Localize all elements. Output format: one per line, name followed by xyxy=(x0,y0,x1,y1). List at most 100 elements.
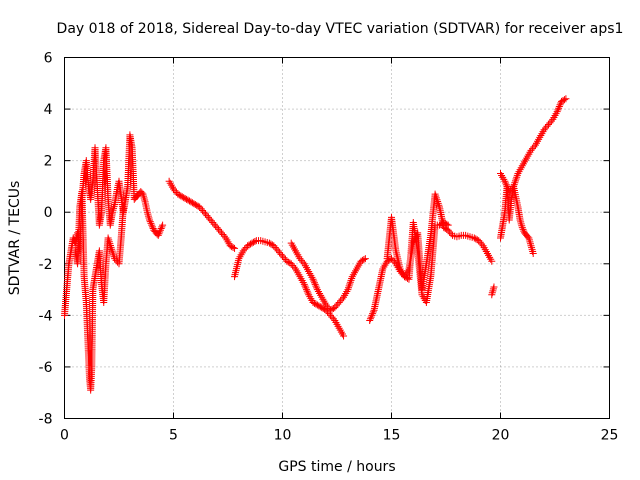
series-seg5 xyxy=(488,283,498,299)
data-point xyxy=(328,305,336,313)
data-point xyxy=(144,212,152,220)
data-point xyxy=(241,245,249,253)
data-point xyxy=(560,96,568,104)
data-point xyxy=(207,217,215,225)
data-point xyxy=(340,332,348,340)
data-point xyxy=(556,101,564,109)
data-point xyxy=(324,303,332,311)
data-point xyxy=(248,239,256,247)
data-point xyxy=(154,231,162,239)
y-tick-label: 4 xyxy=(44,102,53,118)
data-point xyxy=(368,311,376,319)
data-point xyxy=(304,289,312,297)
data-point xyxy=(337,297,345,305)
data-point xyxy=(361,255,369,263)
data-point xyxy=(335,298,343,306)
data-point xyxy=(527,146,535,154)
data-point xyxy=(188,199,196,207)
x-axis-label: GPS time / hours xyxy=(278,459,395,475)
data-point xyxy=(555,104,563,112)
data-point xyxy=(447,230,455,238)
data-point xyxy=(558,97,566,105)
data-point xyxy=(206,215,214,223)
data-point xyxy=(191,200,199,208)
data-point xyxy=(180,194,188,202)
y-tick-label: -4 xyxy=(39,308,53,324)
data-point xyxy=(181,194,189,202)
data-point xyxy=(512,175,520,183)
data-point xyxy=(357,257,365,265)
data-point xyxy=(346,280,354,288)
data-point xyxy=(271,243,279,251)
data-point xyxy=(488,291,496,299)
data-point xyxy=(219,231,227,239)
x-tick-label: 15 xyxy=(383,428,401,444)
data-point xyxy=(155,230,163,238)
data-point xyxy=(212,222,220,230)
x-tick-label: 5 xyxy=(169,428,178,444)
data-point xyxy=(170,185,177,193)
x-tick-label: 25 xyxy=(601,428,619,444)
data-point xyxy=(530,143,538,151)
data-point xyxy=(301,282,309,290)
data-point xyxy=(177,192,185,200)
data-point xyxy=(184,196,192,204)
data-point xyxy=(311,280,319,288)
data-point xyxy=(190,200,198,208)
data-point xyxy=(210,220,218,228)
data-point xyxy=(310,279,318,287)
y-axis-label: SDTVAR / TECUs xyxy=(7,181,23,296)
data-point xyxy=(527,242,535,250)
data-point xyxy=(338,295,346,303)
grid xyxy=(64,57,610,419)
data-point xyxy=(511,177,519,185)
data-point xyxy=(196,203,204,211)
data-point xyxy=(322,301,330,309)
data-point xyxy=(328,313,336,321)
data-point xyxy=(443,220,451,228)
data-point xyxy=(547,117,555,125)
data-point xyxy=(316,303,324,311)
data-point xyxy=(390,258,398,266)
data-point xyxy=(546,119,554,127)
data-point xyxy=(366,317,374,325)
data-point xyxy=(313,301,321,309)
data-point xyxy=(555,102,563,110)
data-point xyxy=(490,283,498,291)
data-point xyxy=(270,242,278,250)
data-point xyxy=(331,304,339,312)
data-point xyxy=(158,223,166,231)
data-point xyxy=(200,208,208,216)
data-point xyxy=(148,221,156,229)
data-point xyxy=(119,203,127,211)
data-point xyxy=(284,258,292,266)
data-point xyxy=(289,262,297,270)
y-tick-label: -2 xyxy=(39,257,53,273)
data-point xyxy=(366,315,374,323)
data-point xyxy=(159,221,167,229)
data-point xyxy=(440,219,448,227)
data-point xyxy=(310,299,318,307)
data-point xyxy=(528,246,536,254)
data-point xyxy=(435,221,443,229)
data-point xyxy=(199,206,207,214)
series-seg2 xyxy=(165,177,239,252)
data-point xyxy=(141,196,149,204)
data-point xyxy=(239,247,247,255)
data-point xyxy=(204,213,212,221)
data-point xyxy=(528,145,536,153)
data-point xyxy=(228,243,236,251)
data-point xyxy=(174,190,182,198)
data-point xyxy=(185,197,193,205)
data-point xyxy=(520,227,528,235)
data-point xyxy=(178,193,186,201)
data-point xyxy=(517,220,525,228)
data-point xyxy=(553,108,561,116)
data-point xyxy=(157,225,165,233)
data-point xyxy=(526,240,534,248)
data-point xyxy=(231,244,239,252)
data-point xyxy=(297,256,305,264)
data-point xyxy=(554,106,562,114)
y-tick-label: 0 xyxy=(44,205,53,221)
